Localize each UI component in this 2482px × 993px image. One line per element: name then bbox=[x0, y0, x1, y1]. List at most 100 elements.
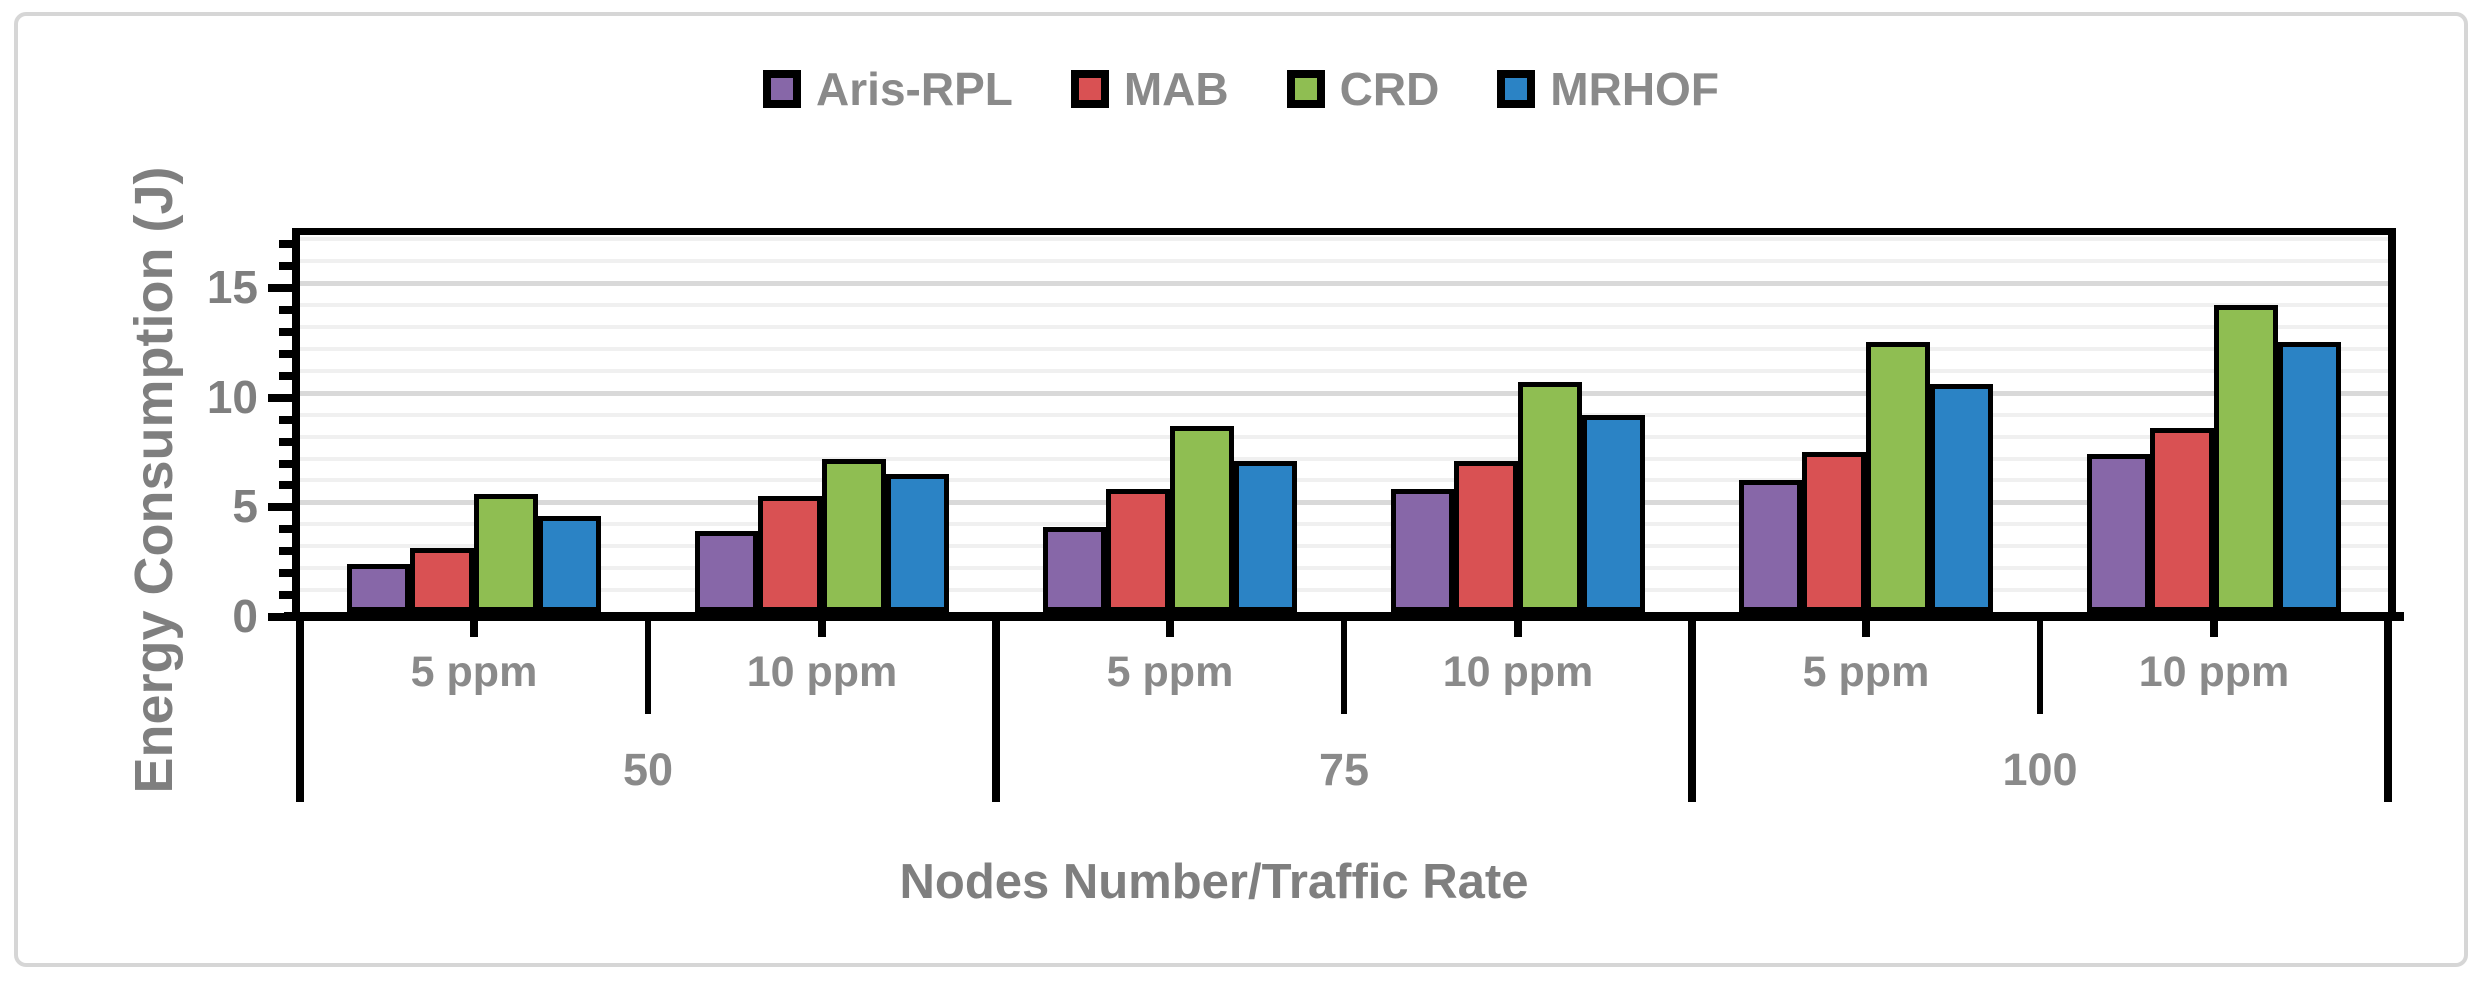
y-tick-minor bbox=[279, 328, 292, 337]
y-tick-minor bbox=[279, 240, 292, 249]
plot-border-right bbox=[2388, 228, 2396, 612]
x-category-label: 10 ppm bbox=[746, 648, 898, 696]
gridline-minor bbox=[300, 237, 2388, 242]
category-separator-major bbox=[1688, 616, 1696, 802]
bar-mrhof bbox=[1233, 461, 1298, 612]
bar-crd bbox=[474, 494, 538, 612]
y-tick-minor bbox=[279, 371, 292, 380]
gridline-minor bbox=[300, 522, 2388, 527]
x-category-label: 10 ppm bbox=[2138, 648, 2290, 696]
gridline-minor bbox=[300, 412, 2388, 417]
x-tick bbox=[470, 621, 478, 637]
bar-aris-rpl bbox=[694, 531, 759, 612]
legend-label: CRD bbox=[1339, 63, 1440, 115]
legend-item-mab: MAB bbox=[1070, 62, 1229, 116]
bar-group-4 bbox=[1390, 235, 1646, 612]
x-group-label: 75 bbox=[1318, 744, 1370, 795]
y-tick-minor bbox=[279, 525, 292, 534]
bar-group-3 bbox=[1042, 235, 1298, 612]
legend-label: MAB bbox=[1123, 63, 1229, 115]
y-tick-label: 10 bbox=[206, 370, 258, 423]
bar-mrhof bbox=[2277, 342, 2342, 612]
y-tick-minor bbox=[279, 349, 292, 358]
x-tick bbox=[818, 621, 826, 637]
legend-swatch-icon bbox=[1286, 70, 1325, 108]
y-tick-label: 0 bbox=[232, 590, 258, 642]
bar-aris-rpl bbox=[346, 564, 411, 612]
legend-swatch-icon bbox=[1497, 70, 1536, 108]
category-separator-minor bbox=[645, 616, 651, 714]
bar-crd bbox=[1170, 426, 1234, 612]
bar-mab bbox=[410, 548, 474, 612]
bar-crd bbox=[2214, 305, 2278, 612]
category-separator-minor bbox=[2037, 616, 2043, 714]
bar-mab bbox=[1802, 452, 1866, 612]
bar-group-5 bbox=[1738, 235, 1994, 612]
gridline-minor bbox=[300, 368, 2388, 373]
x-tick bbox=[2210, 621, 2218, 637]
category-separator-major bbox=[296, 616, 304, 802]
y-tick-label: 15 bbox=[206, 261, 258, 314]
x-category-label: 5 ppm bbox=[410, 648, 538, 696]
y-tick-label: 5 bbox=[232, 480, 258, 533]
x-category-label: 10 ppm bbox=[1442, 648, 1594, 696]
y-tick-minor bbox=[279, 306, 292, 315]
gridline-minor bbox=[300, 566, 2388, 571]
bar-mrhof bbox=[1929, 384, 1994, 612]
bar-crd bbox=[1866, 342, 1930, 612]
bar-mab bbox=[2150, 428, 2214, 612]
bar-mrhof bbox=[537, 516, 602, 612]
y-tick-minor bbox=[279, 262, 292, 271]
bar-mab bbox=[1454, 461, 1518, 612]
gridline-major bbox=[300, 500, 2388, 506]
bar-mab bbox=[1106, 489, 1170, 612]
category-separator-major bbox=[992, 616, 1000, 802]
legend-item-mrhof: MRHOF bbox=[1497, 62, 1719, 116]
gridline-minor bbox=[300, 588, 2388, 593]
y-tick-minor bbox=[279, 415, 292, 424]
category-separator-major bbox=[2384, 616, 2392, 802]
x-group-label: 50 bbox=[622, 744, 674, 795]
gridline-major bbox=[300, 281, 2388, 287]
bar-crd bbox=[1518, 382, 1582, 612]
x-category-label: 5 ppm bbox=[1802, 648, 1930, 696]
y-tick-minor bbox=[279, 591, 292, 600]
y-tick-minor bbox=[279, 437, 292, 446]
bar-mrhof bbox=[885, 474, 950, 612]
y-tick-minor bbox=[279, 547, 292, 556]
y-tick-minor bbox=[279, 569, 292, 578]
legend-label: Aris-RPL bbox=[816, 63, 1013, 115]
y-tick-minor bbox=[279, 481, 292, 490]
bar-crd bbox=[822, 459, 886, 612]
gridline-minor bbox=[300, 303, 2388, 308]
chart-legend: Aris-RPL MAB CRD MRHOF bbox=[0, 62, 2482, 116]
x-tick bbox=[1166, 621, 1174, 637]
legend-swatch-icon bbox=[763, 70, 802, 108]
bar-aris-rpl bbox=[1738, 480, 1803, 612]
bar-aris-rpl bbox=[2086, 454, 2151, 612]
x-group-label: 100 bbox=[2002, 744, 2078, 795]
bar-aris-rpl bbox=[1042, 527, 1107, 612]
bar-group-6 bbox=[2086, 235, 2342, 612]
gridline-minor bbox=[300, 478, 2388, 483]
plot-border-top bbox=[292, 228, 2396, 235]
bar-group-2 bbox=[694, 235, 950, 612]
gridline-minor bbox=[300, 325, 2388, 330]
y-tick-major bbox=[268, 284, 292, 293]
x-category-label: 5 ppm bbox=[1106, 648, 1234, 696]
bar-aris-rpl bbox=[1390, 489, 1455, 612]
x-tick bbox=[1862, 621, 1870, 637]
x-axis-title: Nodes Number/Traffic Rate bbox=[899, 855, 1529, 909]
gridline-minor bbox=[300, 434, 2388, 439]
legend-item-crd: CRD bbox=[1286, 62, 1440, 116]
gridline-minor bbox=[300, 259, 2388, 264]
legend-item-aris-rpl: Aris-RPL bbox=[763, 62, 1013, 116]
gridline-major bbox=[300, 390, 2388, 396]
legend-swatch-icon bbox=[1070, 70, 1109, 108]
y-tick-major bbox=[268, 393, 292, 402]
y-tick-major bbox=[268, 613, 292, 621]
category-separator-minor bbox=[1341, 616, 1347, 714]
y-tick-minor bbox=[279, 459, 292, 468]
legend-label: MRHOF bbox=[1550, 63, 1719, 115]
